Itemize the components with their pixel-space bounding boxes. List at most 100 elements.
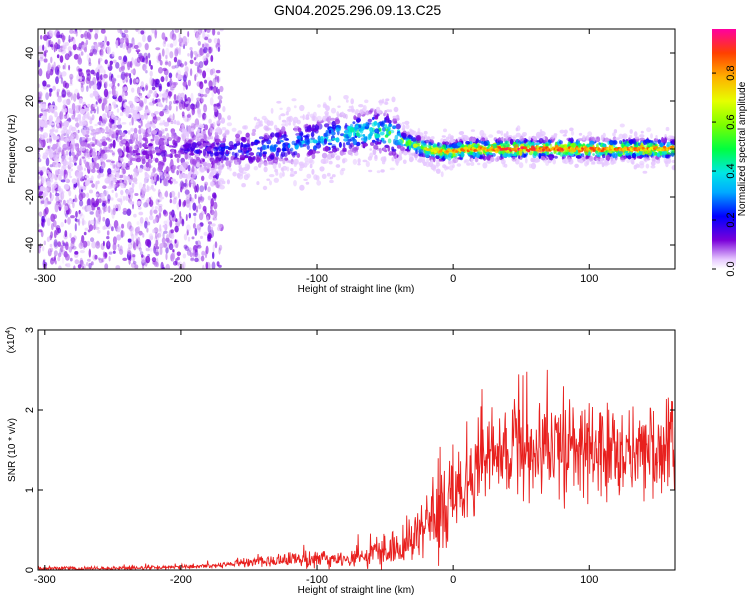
spectrogram-noise-cell [139,216,144,224]
spectrogram-noise-cell [218,244,223,251]
spectrogram-band-cell [469,141,473,145]
spectrogram-band-cell [355,109,359,114]
spectrogram-noise-cell [126,38,129,43]
spectrogram-ridge-cell [471,147,475,150]
spectrogram-band-cell [185,173,189,180]
spectrogram-noise-cell [215,69,221,74]
spectrogram-noise-cell [88,80,92,89]
spectrogram-noise-cell [114,93,118,98]
spectrogram-band-cell [211,171,215,176]
spectrogram-noise-cell [82,42,88,51]
spectrogram-band-cell [381,160,386,165]
spectrogram-noise-cell [109,60,114,65]
spectrogram-band-cell [604,150,608,156]
spectrogram-band-cell [588,151,591,156]
spectrogram-noise-cell [207,195,212,201]
spectrogram-noise-cell [59,55,64,63]
spectrogram-band-cell [368,169,373,173]
spectrogram-band-cell [247,139,250,145]
spectrogram-band-cell [158,164,164,171]
spectrogram-noise-cell [59,199,63,203]
spectrogram-band-cell [57,97,62,103]
spectrogram-noise-cell [50,56,53,64]
spectrogram-noise-cell [94,226,100,230]
spectrogram-band-cell [424,139,430,144]
spectrogram-noise-cell [47,40,51,48]
spectrogram-noise-cell [66,89,71,96]
spectrogram-band-cell [161,93,167,97]
spectrogram-noise-cell [58,265,62,269]
spectrogram-band-cell [415,149,418,154]
spectrogram-band-cell [461,135,467,142]
spectrogram-noise-cell [70,200,74,205]
spectrogram-noise-cell [108,251,113,255]
spectrogram-noise-cell [203,231,208,236]
spectrogram-band-cell [93,154,98,162]
spectrogram-band-cell [511,156,517,162]
spectrogram-band-cell [91,143,95,147]
spectrogram-band-cell [524,157,528,164]
spectrogram-band-cell [387,119,392,124]
spectrogram-noise-cell [185,224,191,232]
spectrogram-noise-cell [68,64,71,71]
spectrogram-band-cell [174,181,178,184]
spectrogram-noise-cell [158,67,163,74]
spectrogram-noise-cell [196,97,201,102]
spectrogram-noise-cell [41,215,45,223]
spectrogram-band-cell [545,143,549,148]
spectrogram-band-cell [178,153,181,159]
spectrogram-band-cell [52,154,59,161]
spectrogram-noise-cell [185,214,188,221]
spectrogram-band-cell [108,143,113,149]
spectrogram-band-cell [133,96,139,103]
spectrogram-band-cell [275,150,279,157]
spectrogram-band-cell [127,167,130,170]
spectrogram-noise-cell [89,189,93,194]
spectrogram-noise-cell [46,217,51,227]
spectrogram-noise-cell [57,70,62,79]
spectrogram-band-cell [584,136,588,141]
spectrogram-noise-cell [61,256,65,264]
spectrogram-noise-cell [94,43,98,49]
spectrogram-band-cell [625,142,631,147]
spectrogram-noise-cell [84,227,89,231]
spectrogram-band-cell [353,131,356,137]
spectrogram-noise-cell [205,245,209,255]
spectrogram-band-cell [116,162,123,167]
spectrogram-noise-cell [67,169,72,174]
top-x-tick-label: -100 [306,273,328,285]
spectrogram-noise-cell [131,233,135,242]
spectrogram-band-cell [343,138,349,142]
spectrogram-noise-cell [157,98,161,103]
spectrogram-band-cell [552,158,556,165]
spectrogram-band-cell [54,120,60,123]
spectrogram-band-cell [39,104,44,109]
spectrogram-band-cell [533,135,538,141]
spectrogram-band-cell [595,157,599,162]
spectrogram-noise-cell [79,29,82,33]
spectrogram-noise-cell [39,127,44,132]
spectrogram-noise-cell [61,249,66,256]
spectrogram-noise-cell [209,123,213,129]
spectrogram-noise-cell [161,237,166,245]
spectrogram-noise-cell [147,253,151,257]
spectrogram-noise-cell [102,226,106,230]
spectrogram-band-cell [564,133,567,137]
spectrogram-band-cell [418,149,424,154]
spectrogram-band-cell [121,122,127,125]
top-y-tick-label: 0 [24,146,36,152]
spectrogram-band-cell [154,111,159,115]
spectrogram-band-cell [170,178,176,182]
spectrogram-band-cell [81,129,87,136]
spectrogram-noise-cell [162,177,168,187]
colorbar-tick-label: 0.2 [725,212,737,227]
spectrogram-band-cell [248,158,254,164]
spectrogram-band-cell [437,142,440,147]
spectrogram-noise-cell [94,32,98,41]
spectrogram-band-cell [191,158,197,165]
spectrogram-band-cell [448,152,453,157]
spectrogram-band-cell [367,156,373,161]
spectrogram-band-cell [323,138,328,145]
spectrogram-noise-cell [194,61,199,67]
